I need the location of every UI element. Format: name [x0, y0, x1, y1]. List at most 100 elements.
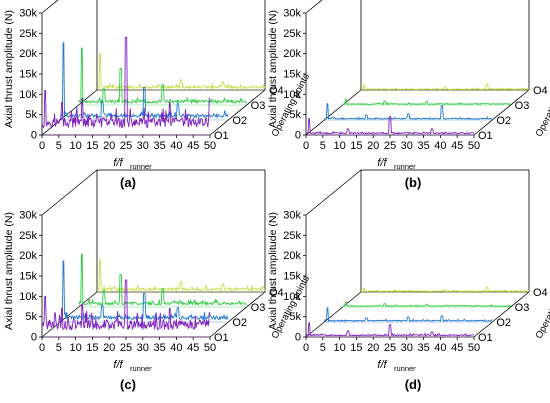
- z-category-label: O1: [214, 332, 229, 344]
- panel-label: (b): [405, 175, 422, 190]
- z-category-label: O4: [269, 85, 284, 97]
- back-wall: [360, 169, 530, 293]
- series-line-o1: [305, 116, 475, 135]
- y-tick-label: 10k: [19, 89, 37, 101]
- x-tick-label: 15: [350, 342, 362, 354]
- series-line-o2: [324, 103, 493, 121]
- x-tick-label: 25: [384, 140, 396, 152]
- x-tick-label: 5: [320, 342, 326, 354]
- x-tick-label: 20: [367, 342, 379, 354]
- x-axis-label-subscript: runner: [130, 364, 152, 373]
- series-line-o2: [323, 307, 493, 323]
- x-tick-label: 35: [417, 342, 429, 354]
- series-line-o4: [360, 286, 530, 293]
- x-tick-label: 5: [320, 140, 326, 152]
- y-tick-label: 0: [31, 130, 37, 142]
- floor-depth-edge-left: [41, 291, 98, 338]
- y-tick-label: 15k: [283, 69, 301, 81]
- y-tick-label: 5k: [25, 311, 37, 323]
- y-tick-label: 15k: [19, 69, 37, 81]
- series-line-o4: [96, 259, 266, 292]
- y-tick-label: 0: [295, 130, 301, 142]
- x-tick-label: 50: [468, 342, 480, 354]
- x-tick-label: 30: [401, 342, 413, 354]
- z-category-label: O4: [269, 287, 284, 299]
- y-tick-label: 25k: [19, 28, 37, 40]
- z-category-label: O3: [251, 100, 266, 112]
- floor-depth-edge-left: [305, 291, 362, 338]
- x-tick-label: 5: [56, 140, 62, 152]
- x-tick-label: 45: [451, 140, 463, 152]
- x-tick-label: 40: [434, 342, 446, 354]
- top-depth-edge: [305, 0, 323, 14]
- x-tick-label: 45: [187, 140, 199, 152]
- x-tick-label: 40: [434, 140, 446, 152]
- floor-depth-edge-right: [209, 89, 266, 136]
- y-tick-label: 10k: [19, 291, 37, 303]
- series-line-o1: [41, 36, 210, 129]
- panel-label: (d): [405, 377, 422, 392]
- series-line-o3: [78, 253, 247, 307]
- x-axis-label-subscript: runner: [394, 162, 416, 171]
- y-tick-label: 30k: [283, 210, 301, 222]
- y-tick-label: 10k: [283, 291, 301, 303]
- z-category-label: O1: [478, 332, 493, 344]
- z-category-label: O3: [515, 100, 530, 112]
- z-category-label: O2: [496, 115, 511, 127]
- y-axis-label: Axial thrust amplitude (N): [267, 10, 279, 128]
- x-tick-label: 15: [350, 140, 362, 152]
- floor-depth-edge-right: [209, 291, 266, 338]
- x-tick-label: 40: [170, 140, 182, 152]
- y-tick-label: 30k: [19, 210, 37, 222]
- top-depth-edge: [41, 0, 59, 14]
- y-axis-label: Axial thrust amplitude (N): [267, 212, 279, 330]
- series-line-o1: [41, 279, 210, 331]
- x-axis-label: f/f: [377, 157, 387, 169]
- z-category-label: O4: [533, 287, 548, 299]
- y-tick-label: 15k: [283, 271, 301, 283]
- x-tick-label: 15: [86, 342, 98, 354]
- x-tick-label: 50: [204, 140, 216, 152]
- z-category-label: O4: [533, 85, 548, 97]
- panel-label: (c): [120, 377, 136, 392]
- x-tick-label: 20: [103, 140, 115, 152]
- x-tick-label: 20: [103, 342, 115, 354]
- series-line-o4: [360, 83, 530, 91]
- x-tick-label: 25: [120, 342, 132, 354]
- y-tick-label: 20k: [19, 250, 37, 262]
- x-tick-label: 25: [384, 342, 396, 354]
- y-tick-label: 0: [31, 332, 37, 344]
- y-tick-label: 5k: [289, 311, 301, 323]
- series-line-o3: [342, 301, 512, 308]
- series-line-o1: [305, 322, 475, 337]
- z-axis-label: Operating points: [534, 274, 550, 341]
- x-tick-label: 0: [303, 140, 309, 152]
- x-tick-label: 0: [39, 342, 45, 354]
- x-tick-label: 10: [333, 342, 345, 354]
- series-line-o2: [59, 42, 229, 120]
- series-line-o3: [78, 47, 247, 105]
- x-axis-label-subscript: runner: [130, 162, 152, 171]
- z-category-label: O2: [232, 317, 247, 329]
- floor-depth-edge-left: [41, 89, 98, 136]
- floor-depth-edge-right: [473, 291, 530, 338]
- panel-label: (a): [120, 175, 136, 190]
- series-line-o4: [96, 52, 266, 91]
- z-category-label: O1: [478, 130, 493, 142]
- x-tick-label: 30: [137, 140, 149, 152]
- x-tick-label: 45: [451, 342, 463, 354]
- x-axis-label: f/f: [113, 157, 123, 169]
- y-tick-label: 20k: [19, 48, 37, 60]
- y-axis-label: Axial thrust amplitude (N): [3, 10, 15, 128]
- x-tick-label: 10: [333, 140, 345, 152]
- x-tick-label: 15: [86, 140, 98, 152]
- z-category-label: O3: [515, 302, 530, 314]
- x-axis-label: f/f: [377, 359, 387, 371]
- x-tick-label: 20: [367, 140, 379, 152]
- y-tick-label: 10k: [283, 89, 301, 101]
